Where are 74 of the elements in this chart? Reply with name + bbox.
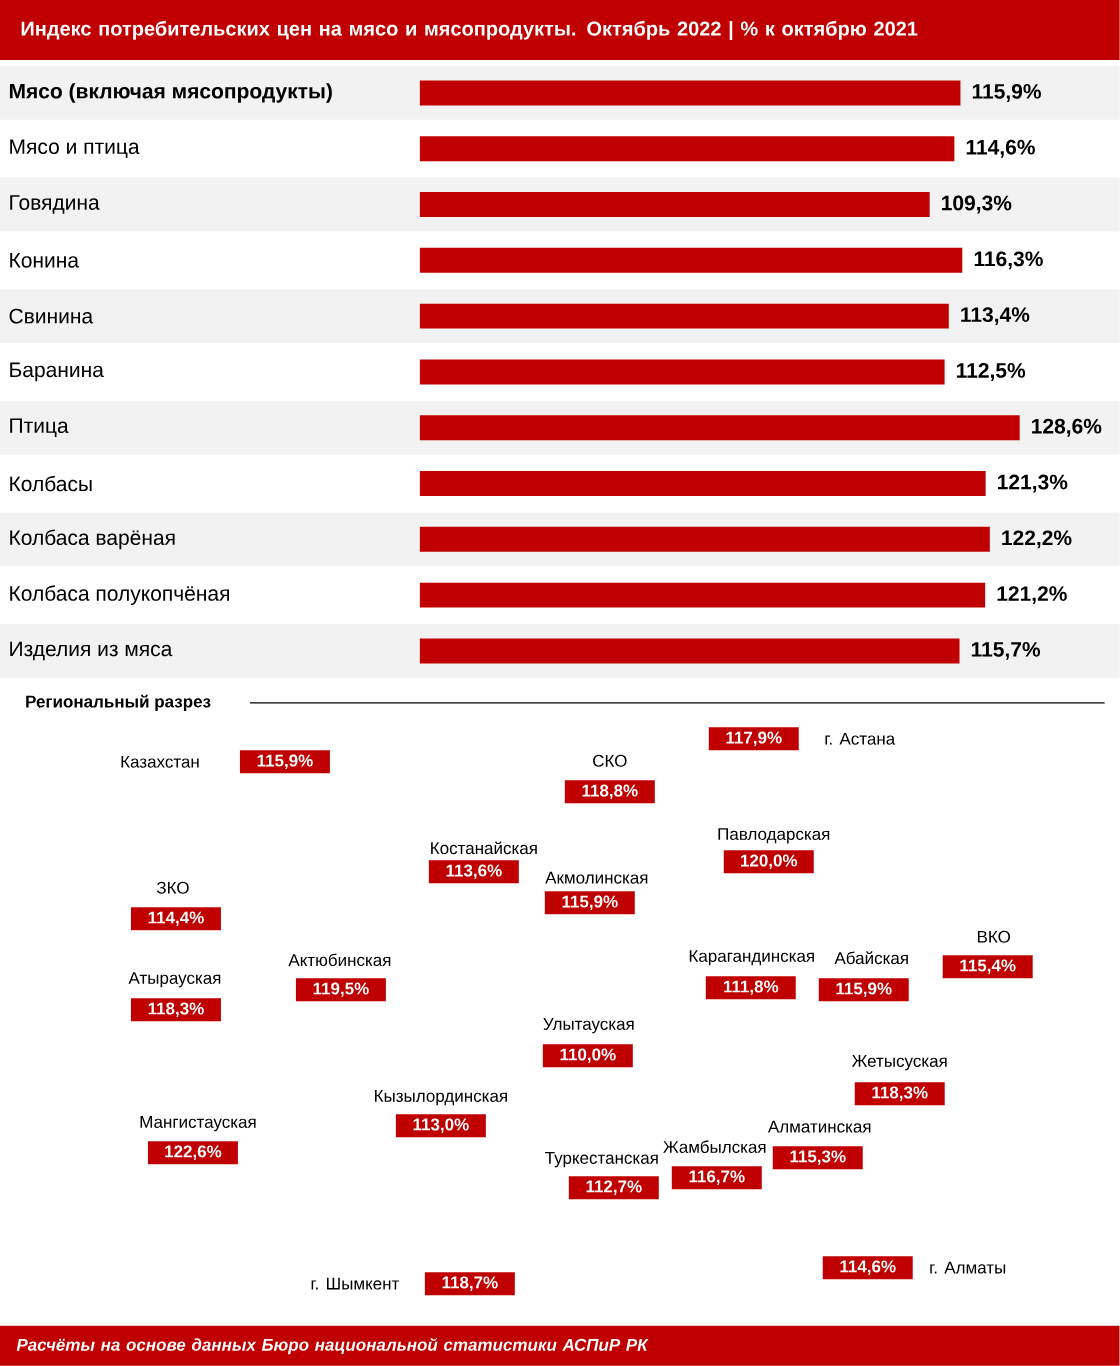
category-label: г. Астана — [825, 732, 896, 745]
category-label: Казахстан — [121, 755, 199, 768]
data-label: 117,9% — [726, 731, 782, 747]
category-label: г. Шымкент — [311, 1277, 400, 1290]
y-tick-label: Конина — [10, 253, 79, 268]
data-label: 116,7% — [689, 1170, 745, 1185]
category-label: Улытауская — [543, 1018, 634, 1034]
category-label: Жетысуская — [851, 1055, 947, 1071]
data-label: 121,2% — [997, 586, 1067, 605]
category-label: ЗКО — [156, 881, 189, 894]
data-label: 112,5% — [956, 362, 1026, 381]
category-label: Карагандинская — [689, 950, 814, 966]
data-label: 114,6% — [966, 139, 1035, 158]
y-tick-label: Свинина — [9, 308, 94, 324]
data-label: 114,6% — [840, 1260, 896, 1275]
bar — [419, 526, 990, 552]
bar — [419, 471, 986, 497]
y-tick-label: Мясо (включая мясопродукты) — [9, 83, 332, 103]
chart-title: Индекс потребительских цен на мясо и мясопродукты. Октябрь 2022 | % к октябрю 2021 — [21, 20, 918, 40]
category-label: Туркестанская — [545, 1152, 658, 1168]
data-label: 118,7% — [442, 1276, 498, 1291]
data-label: 113,0% — [413, 1118, 469, 1133]
data-label: 114,4% — [148, 911, 204, 926]
bar — [419, 136, 955, 162]
bar — [419, 415, 1020, 441]
data-label: 118,3% — [872, 1086, 928, 1101]
data-label: 118,3% — [148, 1002, 204, 1017]
data-label: 119,5% — [313, 982, 369, 997]
category-label: Алматинская — [767, 1120, 871, 1133]
category-label: Абайская — [834, 951, 908, 965]
y-tick-label: Колбаса варёная — [10, 529, 175, 550]
data-label: 115,9% — [972, 83, 1041, 102]
y-tick-label: Баранина — [10, 362, 104, 382]
category-label: ВКО — [977, 930, 1011, 943]
category-label: Кызылординская — [374, 1090, 507, 1106]
category-label: Жамбылская — [663, 1140, 766, 1153]
bar — [419, 247, 963, 273]
y-tick-label: Колбаса полукопчёная — [10, 585, 229, 606]
data-label: 122,6% — [165, 1145, 222, 1160]
category-label: Актюбинская — [288, 953, 391, 967]
category-label: Костанайская — [431, 841, 537, 855]
category-label: Атырауская — [128, 972, 221, 988]
y-tick-label: Говядина — [10, 195, 100, 214]
y-tick-label: Мясо и птица — [10, 139, 140, 159]
category-label: Мангистауская — [140, 1116, 256, 1132]
category-label: г. Алматы — [930, 1261, 1006, 1274]
data-label: 115,4% — [960, 959, 1016, 974]
bar — [419, 359, 945, 385]
y-tick-label: Изделия из мяса — [10, 641, 173, 661]
data-label: 128,6% — [1032, 418, 1102, 437]
category-label: Акмолинская — [545, 871, 648, 884]
data-label: 113,6% — [446, 864, 502, 880]
y-tick-label: Колбасы — [10, 475, 92, 492]
y-tick-label: Птица — [10, 418, 69, 438]
data-label: 121,3% — [997, 474, 1068, 493]
data-label: 115,7% — [971, 642, 1041, 660]
data-label: 111,8% — [723, 980, 779, 995]
data-label: 112,7% — [586, 1180, 642, 1195]
data-label: 116,3% — [974, 251, 1043, 270]
text: Региональный разрез — [26, 694, 211, 711]
data-label: 115,9% — [562, 895, 618, 911]
category-label: СКО — [593, 754, 627, 767]
data-label: 115,9% — [257, 754, 313, 770]
data-label: 109,3% — [942, 195, 1012, 214]
data-label: 115,9% — [836, 982, 892, 997]
data-label: 115,3% — [790, 1150, 846, 1165]
data-label: 122,2% — [1002, 530, 1072, 549]
text: Расчёты на основе данных Бюро национальной статистики АСПиР РК — [16, 1337, 649, 1355]
data-label: 120,0% — [740, 854, 798, 870]
data-label: 110,0% — [560, 1048, 616, 1063]
data-label: 118,8% — [582, 784, 638, 800]
data-label: 113,4% — [961, 307, 1030, 326]
bar — [419, 582, 986, 608]
category-label: Павлодарская — [718, 828, 830, 844]
